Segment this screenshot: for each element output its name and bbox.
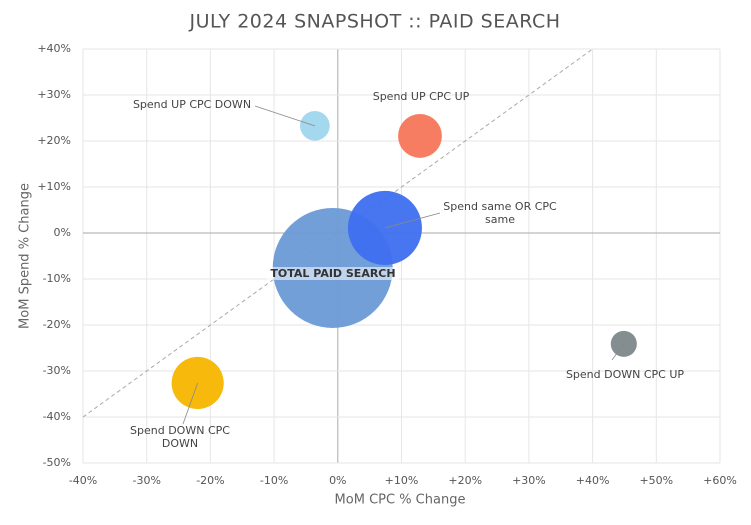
x-tick-label: +60% <box>703 474 737 487</box>
x-tick-label: -40% <box>69 474 97 487</box>
bubble <box>398 114 442 158</box>
leader-line <box>182 382 199 425</box>
y-tick-label: +10% <box>37 180 71 193</box>
bubble-label: Spend UP CPC DOWN <box>132 98 252 111</box>
x-tick-label: -10% <box>260 474 288 487</box>
y-tick-label: 0% <box>54 226 71 239</box>
x-tick-label: 0% <box>329 474 346 487</box>
bubble-label: Spend DOWN CPC DOWN <box>130 424 230 450</box>
y-tick-label: -10% <box>43 272 71 285</box>
x-tick-label: +40% <box>576 474 610 487</box>
bubble-label: Spend UP CPC UP <box>372 90 470 103</box>
y-tick-label: -40% <box>43 410 71 423</box>
bubble-label: TOTAL PAID SEARCH <box>267 267 399 280</box>
label-wrap: Spend same OR CPC same <box>430 200 570 226</box>
label-box: Spend UP CPC DOWN <box>117 98 267 111</box>
y-axis-label: MoM Spend % Change <box>18 183 33 329</box>
x-tick-label: +30% <box>512 474 546 487</box>
y-tick-label: +30% <box>37 88 71 101</box>
leader-line <box>384 212 441 229</box>
label-wrap: Spend UP CPC UP <box>356 90 486 103</box>
label-wrap: Spend DOWN CPC DOWN <box>115 424 245 450</box>
label-box: Spend DOWN CPC UP <box>550 368 700 381</box>
y-tick-label: +40% <box>37 42 71 55</box>
label-wrap: Spend UP CPC DOWN <box>117 98 267 111</box>
y-tick-label: -50% <box>43 456 71 469</box>
label-box: Spend same OR CPC same <box>430 200 570 226</box>
label-wrap: TOTAL PAID SEARCH <box>263 262 403 281</box>
y-tick-label: -30% <box>43 364 71 377</box>
label-box: TOTAL PAID SEARCH <box>263 262 403 281</box>
leader-line <box>611 343 625 361</box>
y-tick-label: +20% <box>37 134 71 147</box>
y-tick-label: -20% <box>43 318 71 331</box>
chart-title: JULY 2024 SNAPSHOT :: PAID SEARCH <box>188 11 560 33</box>
x-tick-label: -30% <box>132 474 160 487</box>
bubble-label: Spend DOWN CPC UP <box>565 368 685 381</box>
x-tick-label: +50% <box>639 474 673 487</box>
x-axis-label: MoM CPC % Change <box>335 493 466 508</box>
label-wrap: Spend DOWN CPC UP <box>550 368 700 381</box>
x-tick-label: -20% <box>196 474 224 487</box>
x-tick-label: +20% <box>448 474 482 487</box>
x-tick-label: +10% <box>385 474 419 487</box>
label-box: Spend DOWN CPC DOWN <box>115 424 245 450</box>
bubble-label: Spend same OR CPC same <box>443 200 557 226</box>
label-box: Spend UP CPC UP <box>356 90 486 103</box>
leader-line <box>254 105 315 127</box>
